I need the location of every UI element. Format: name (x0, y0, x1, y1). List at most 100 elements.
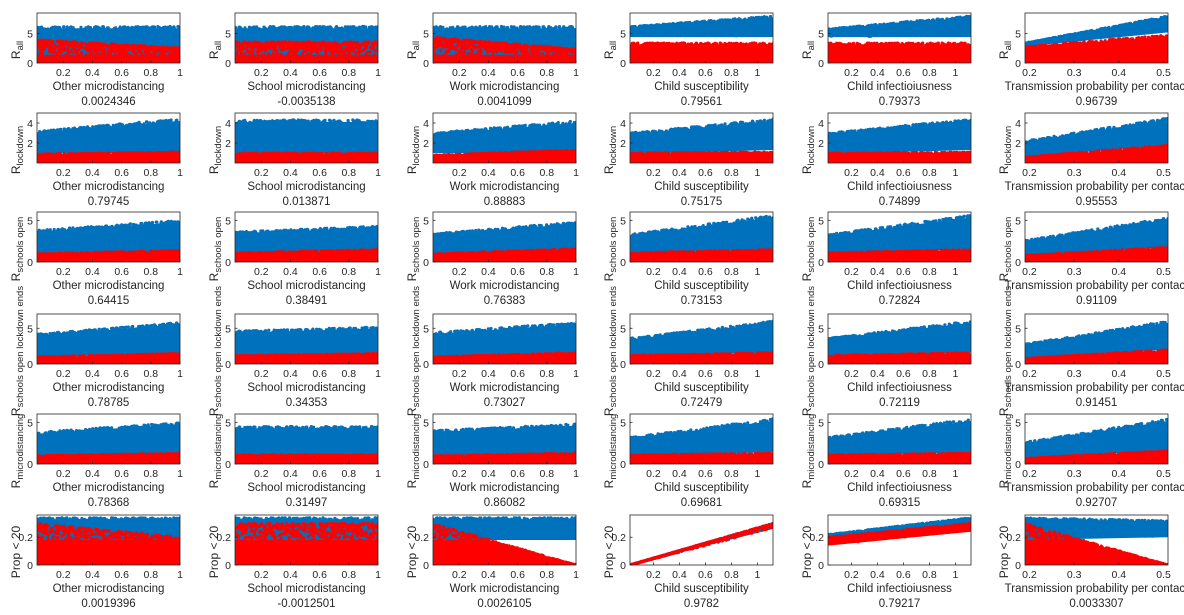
data-point (433, 27, 436, 31)
data-point (957, 16, 961, 20)
data-point (829, 41, 833, 45)
data-point (456, 41, 460, 46)
data-point (120, 40, 125, 44)
y-axis-label: Rall (602, 41, 619, 59)
data-point (530, 26, 534, 30)
data-point (567, 43, 571, 47)
data-point (834, 30, 838, 34)
data-point (570, 51, 574, 55)
data-point (335, 50, 339, 54)
data-point (514, 39, 518, 43)
data-point (720, 51, 725, 56)
data-point (242, 28, 246, 32)
data-point (448, 37, 452, 42)
data-point (482, 32, 486, 36)
data-point (521, 50, 526, 54)
x-axis-label: Work microdistancing (450, 81, 560, 93)
data-point (725, 28, 729, 32)
data-point (250, 44, 254, 48)
data-point (294, 54, 298, 59)
data-point (733, 17, 737, 21)
data-point (537, 51, 541, 55)
data-point (439, 49, 443, 53)
data-point (867, 24, 871, 28)
data-point (459, 28, 464, 32)
data-point (331, 42, 335, 47)
data-point (493, 28, 497, 32)
data-point (931, 24, 935, 28)
data-point (334, 58, 339, 62)
data-point (895, 24, 899, 28)
point-clouds (235, 24, 378, 63)
data-point (85, 30, 89, 34)
data-point (688, 45, 692, 49)
data-point (248, 51, 252, 55)
data-point (38, 38, 43, 42)
data-point (535, 38, 540, 42)
data-point (446, 54, 450, 59)
data-point (165, 26, 169, 30)
data-point (294, 52, 298, 56)
data-point (686, 25, 691, 30)
data-point (961, 17, 965, 21)
data-point (752, 28, 757, 32)
data-point (640, 26, 644, 30)
data-point (79, 25, 83, 29)
data-point (900, 26, 904, 30)
data-point (78, 53, 82, 57)
data-point (253, 54, 257, 59)
data-point (360, 49, 364, 53)
data-point (561, 37, 565, 41)
data-point (545, 31, 549, 35)
data-point (875, 30, 880, 34)
data-point (283, 40, 287, 44)
data-point (127, 28, 131, 32)
x-tick-label: 0.8 (144, 67, 159, 79)
data-point (488, 40, 492, 44)
data-point (950, 18, 954, 22)
data-point (705, 21, 709, 25)
data-point (102, 54, 106, 58)
data-point (708, 28, 713, 33)
data-point (471, 56, 475, 60)
data-point (439, 33, 443, 37)
data-point (760, 26, 764, 30)
data-point (316, 32, 320, 36)
data-point (288, 48, 292, 52)
data-point (270, 34, 274, 38)
data-point (714, 42, 718, 47)
data-point (364, 45, 368, 50)
data-point (479, 33, 483, 37)
data-point (109, 33, 113, 37)
data-point (889, 22, 893, 26)
data-point (235, 42, 237, 46)
data-point (123, 32, 127, 36)
data-point (828, 30, 832, 34)
data-point (145, 52, 149, 56)
data-point (305, 32, 309, 36)
data-point (679, 49, 683, 53)
data-point (328, 48, 332, 53)
data-point (113, 43, 117, 47)
data-point (376, 36, 378, 40)
data-point (258, 31, 262, 35)
point-clouds (37, 24, 180, 63)
data-point (947, 28, 951, 32)
data-point (736, 54, 740, 59)
data-point (944, 27, 948, 31)
data-point (328, 25, 332, 29)
data-point (80, 51, 84, 55)
data-point (475, 26, 479, 30)
data-point (291, 32, 295, 36)
data-point (700, 54, 704, 58)
data-point (693, 52, 697, 56)
data-point (170, 52, 174, 57)
data-point (438, 51, 442, 55)
data-point (65, 30, 69, 34)
data-point (753, 42, 757, 46)
data-point (566, 40, 570, 44)
data-point (166, 54, 170, 58)
data-point (747, 17, 751, 21)
data-point (92, 37, 96, 41)
